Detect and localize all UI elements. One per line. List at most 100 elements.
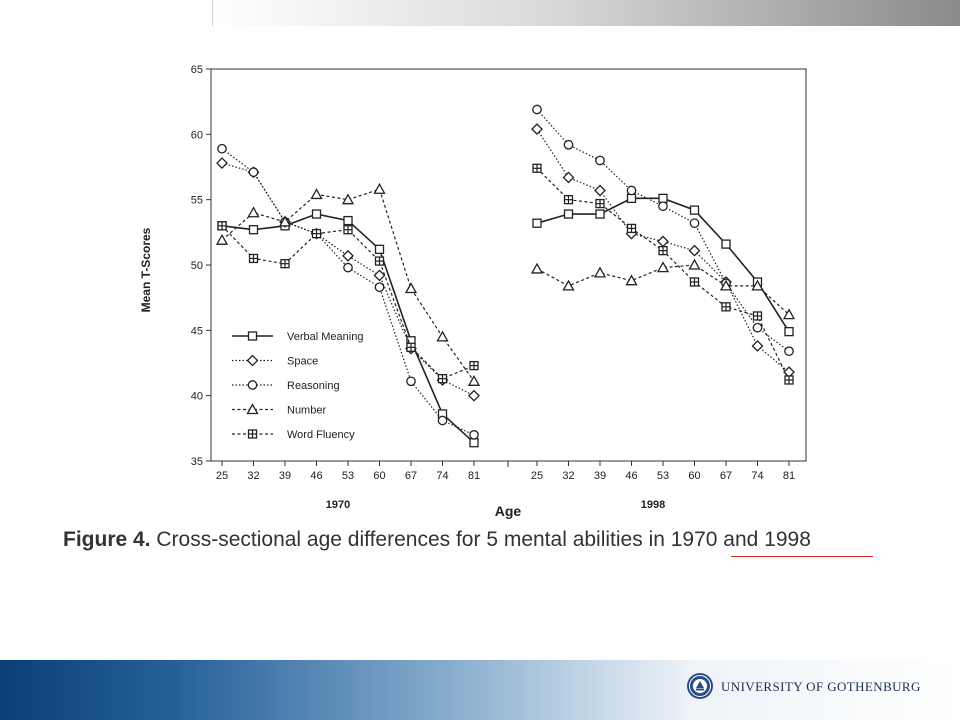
point-space-1970-shape [216,157,228,169]
series-line-word-fluency-1970 [221,225,475,380]
point-number-1998 [656,261,670,273]
legend-label-verbal-meaning: Verbal Meaning [287,331,363,343]
point-reasoning-1970-shape [437,415,448,426]
point-verbal-meaning-1998 [721,239,731,249]
point-reasoning-1970-shape [406,376,416,387]
legend-marker-word-fluency [247,429,258,439]
point-reasoning-1970 [469,430,479,440]
point-word-fluency-1970 [469,360,479,371]
caption-text: Cross-sectional age differences for 5 me… [156,528,811,551]
point-number-1998 [782,308,796,320]
point-space-1998-shape [594,184,606,197]
point-verbal-meaning-1998 [784,326,794,337]
point-number-1998-shape [593,266,607,278]
series-line-number-1998 [536,264,790,316]
point-verbal-meaning-1970-shape [311,209,322,219]
legend-label-reasoning: Reasoning [287,380,340,392]
x-tick-label: 67 [720,470,732,482]
point-verbal-meaning-1970-shape [374,244,385,254]
point-number-1998 [688,258,701,270]
x-tick-label: 25 [216,470,228,482]
point-number-1970-shape [373,182,386,194]
x-tick-label: 67 [405,470,417,482]
point-verbal-meaning-1970-shape [248,225,259,235]
point-number-1970-shape [278,215,292,227]
point-number-1970 [247,206,260,218]
point-number-1970 [467,374,481,386]
point-space-1998-shape [657,235,669,248]
point-verbal-meaning-1998-shape [658,193,668,204]
point-reasoning-1998-shape [563,139,574,150]
legend-marker-verbal-meaning-shape [247,331,258,341]
y-tick-label: 60 [191,129,203,141]
legend-marker-reasoning [247,380,258,390]
point-space-1970-shape [373,269,386,282]
x-tick-label: 39 [594,470,606,482]
legend-marker-reasoning-shape [247,380,258,390]
legend-marker-space [246,354,259,367]
point-verbal-meaning-1998 [595,209,605,219]
point-number-1998-shape [688,258,701,270]
point-space-1998 [562,171,575,184]
x-tick-label: 46 [625,470,637,482]
point-space-1998 [751,340,764,352]
point-space-1998-shape [531,123,543,136]
point-number-1998-shape [782,308,796,320]
y-tick-label: 55 [191,195,203,207]
point-reasoning-1998 [752,322,763,333]
point-reasoning-1998-shape [658,201,668,212]
point-number-1970-shape [467,374,481,386]
caption-underline [731,556,873,557]
x-tick-label: 32 [562,470,574,482]
point-reasoning-1970-shape [469,430,479,440]
point-reasoning-1998-shape [689,218,700,229]
point-word-fluency-1998 [689,277,700,287]
point-reasoning-1970 [248,167,259,178]
point-number-1998-shape [656,261,670,273]
point-number-1998-shape [719,279,733,291]
point-reasoning-1998 [784,346,794,357]
x-tick-label: 81 [468,470,480,482]
point-reasoning-1998-shape [595,155,605,166]
point-reasoning-1970 [406,376,416,387]
point-number-1998 [751,279,764,291]
x-tick-label: 53 [657,470,669,482]
point-reasoning-1998 [532,104,542,115]
point-number-1998 [719,279,733,291]
point-reasoning-1970 [343,262,353,273]
point-verbal-meaning-1998-shape [532,218,542,228]
point-reasoning-1998 [626,185,637,196]
point-number-1970 [310,188,323,200]
point-number-1998 [530,262,544,274]
point-verbal-meaning-1998 [658,193,668,204]
point-verbal-meaning-1998-shape [721,239,731,249]
point-verbal-meaning-1998-shape [626,193,637,204]
point-verbal-meaning-1970 [469,438,479,448]
x-tick-label: 74 [436,470,448,482]
point-word-fluency-1998 [721,302,731,312]
x-tick-label: 60 [373,470,385,482]
point-number-1970-shape [247,206,260,218]
point-number-1970-shape [404,282,418,294]
series-line-space-1998 [536,128,790,373]
university-name: UNIVERSITY OF GOTHENBURG [721,679,921,694]
point-number-1998-shape [625,274,638,286]
x-tick-label: 32 [247,470,259,482]
point-number-1998 [625,274,638,286]
point-verbal-meaning-1970 [248,225,259,235]
point-number-1998-shape [751,279,764,291]
point-reasoning-1998-shape [532,104,542,115]
point-number-1970-shape [436,330,449,342]
point-verbal-meaning-1970 [374,244,385,254]
point-verbal-meaning-1998-shape [563,209,574,219]
point-reasoning-1998-shape [752,322,763,333]
point-number-1970 [341,193,355,205]
point-number-1970 [404,282,418,294]
point-word-fluency-1998 [752,311,763,321]
point-word-fluency-1998 [784,375,794,385]
point-verbal-meaning-1970 [311,209,322,219]
panel-label-1970: 1970 [326,499,350,511]
y-tick-label: 35 [191,456,203,468]
point-number-1998 [562,279,575,291]
